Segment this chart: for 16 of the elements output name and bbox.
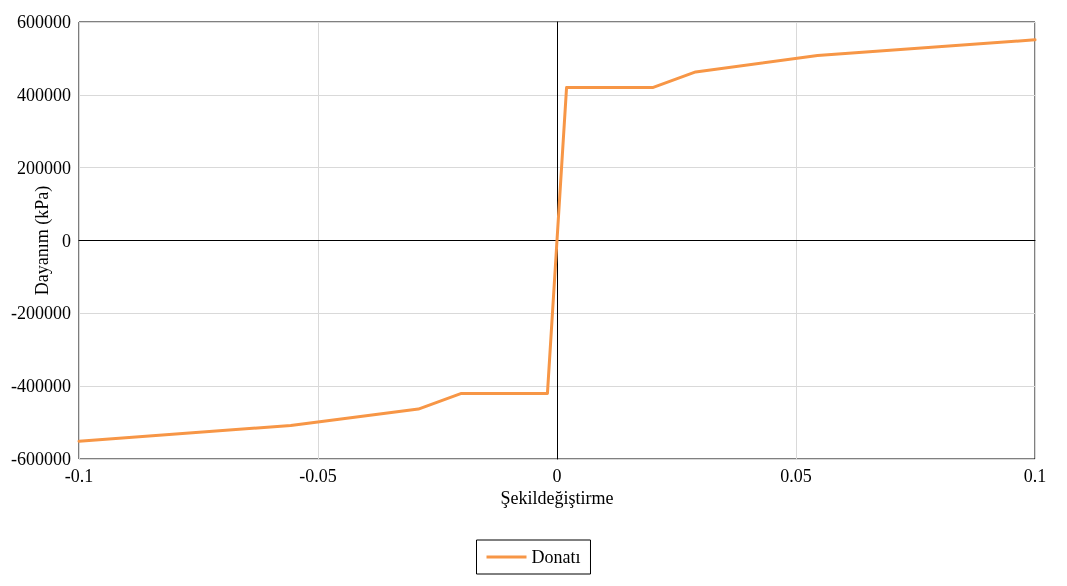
x-axis-title: Şekildeğiştirme: [500, 488, 614, 508]
y-tick-label: -600000: [10, 449, 71, 469]
line-series: [77, 38, 1037, 443]
x-tick-label: 0: [552, 466, 562, 486]
x-tick-label: 0.05: [780, 466, 812, 486]
y-axis-title: Dayanım (kPa): [31, 185, 53, 296]
x-tick-label: -0.05: [299, 466, 337, 486]
y-tick-label: 600000: [16, 12, 71, 32]
y-tick-label: 0: [61, 230, 71, 251]
legend-label: Donatı: [531, 547, 581, 567]
y-tick-label: 200000: [16, 157, 71, 178]
y-tick-label: 400000: [16, 84, 71, 105]
x-tick-label: 0.1: [1023, 466, 1047, 486]
y-tick-label: -200000: [10, 303, 71, 324]
y-tick-label: -400000: [10, 376, 71, 397]
x-tick-label: -0.1: [64, 466, 94, 486]
